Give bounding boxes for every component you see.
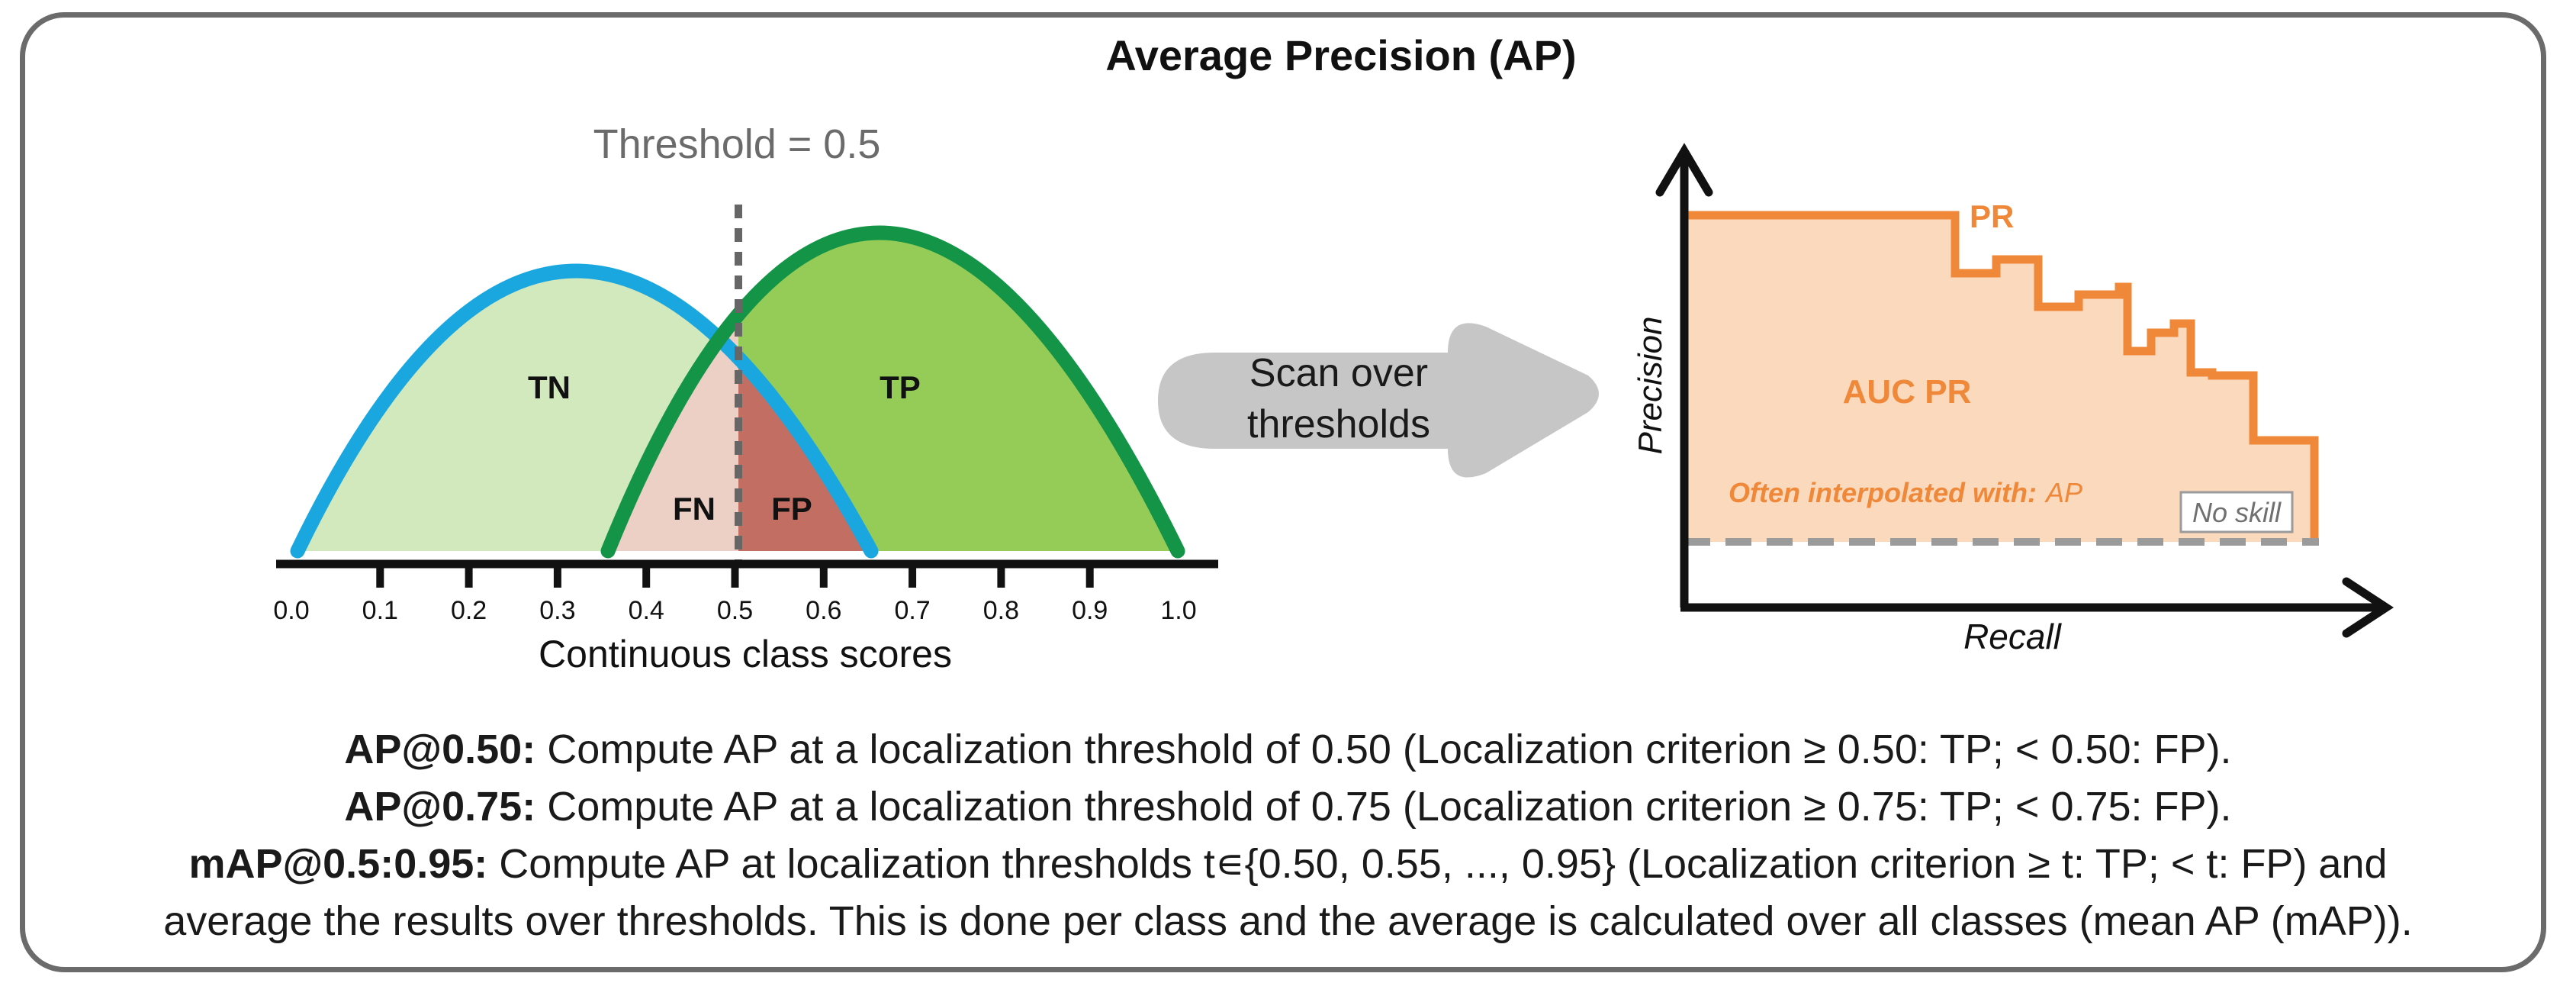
- caption-2-bold: AP@0.75:: [344, 784, 536, 830]
- negative-curve: [290, 263, 879, 559]
- caption-line-1: AP@0.50: Compute AP at a localization th…: [0, 729, 2576, 770]
- precision-axis-label: Precision: [1632, 317, 1669, 455]
- score-axis-label: Continuous class scores: [539, 633, 952, 675]
- no-skill-box: [2179, 491, 2294, 533]
- scan-arrow-line1: Scan over: [1249, 351, 1428, 395]
- score-tick-label: 0.5: [717, 596, 753, 625]
- score-axis-ticks: 0.0 0.1 0.2 0.3 0.4 0.5 0.6 0.7 0.8 0.9 1.0: [273, 564, 1197, 625]
- precision-axis-arrowhead: [1655, 143, 1713, 197]
- caption-1-bold: AP@0.50:: [344, 727, 536, 772]
- caption-4-text: average the results over thresholds. Thi…: [163, 898, 2413, 944]
- score-tick-label: 0.8: [983, 596, 1019, 625]
- tp-label: TP: [880, 369, 921, 405]
- auc-pr-area: [1684, 215, 2314, 542]
- pr-curve-label: PR: [1970, 198, 2014, 234]
- scan-arrow: Scan over thresholds: [1158, 323, 1599, 478]
- score-tick-label: 0.2: [451, 596, 487, 625]
- recall-axis-arrowhead: [2342, 577, 2394, 638]
- recall-axis-label: Recall: [1963, 617, 2063, 656]
- positive-curve: [600, 225, 1185, 559]
- score-tick-label: 0.3: [539, 596, 575, 625]
- fp-label: FP: [771, 491, 812, 527]
- score-tick-label: 0.6: [806, 596, 841, 625]
- no-skill-label: No skill: [2192, 497, 2282, 528]
- auc-pr-label: AUC PR: [1843, 373, 1972, 411]
- caption-2-text: Compute AP at a localization threshold o…: [535, 784, 2232, 830]
- figure-title: Average Precision (AP): [1105, 31, 1576, 79]
- caption-line-3: mAP@0.5:0.95: Compute AP at localization…: [0, 843, 2576, 885]
- caption-3-bold: mAP@0.5:0.95:: [188, 841, 488, 887]
- pr-curve: [1684, 211, 2319, 542]
- distribution-panel: Threshold = 0.5 TN TP FN FP 0.0 0.1 0.2 0.3…: [273, 121, 1218, 675]
- threshold-label: Threshold = 0.5: [593, 121, 881, 167]
- caption-3-text: Compute AP at localization thresholds t∊…: [487, 841, 2388, 887]
- score-tick-label: 0.9: [1072, 596, 1108, 625]
- pr-panel: PR AUC PR Often interpolated with: AP No …: [1632, 143, 2394, 656]
- scan-arrow-line2: thresholds: [1247, 402, 1430, 446]
- interpolation-note-prefix: Often interpolated with:: [1729, 477, 2037, 508]
- score-tick-label: 0.4: [629, 596, 664, 625]
- score-tick-label: 0.0: [273, 596, 309, 625]
- score-tick-label: 0.7: [894, 596, 930, 625]
- scan-arrow-shape: [1158, 323, 1599, 478]
- score-tick-label: 0.1: [362, 596, 398, 625]
- score-tick-label: 1.0: [1160, 596, 1196, 625]
- caption-1-text: Compute AP at a localization threshold o…: [535, 727, 2232, 772]
- caption-line-2: AP@0.75: Compute AP at a localization th…: [0, 786, 2576, 827]
- tn-label: TN: [528, 369, 571, 405]
- fn-label: FN: [673, 491, 716, 527]
- interpolation-note: Often interpolated with: AP: [1729, 477, 2082, 508]
- interpolation-note-suffix: AP: [2044, 477, 2082, 508]
- caption-line-4: average the results over thresholds. Thi…: [0, 901, 2576, 942]
